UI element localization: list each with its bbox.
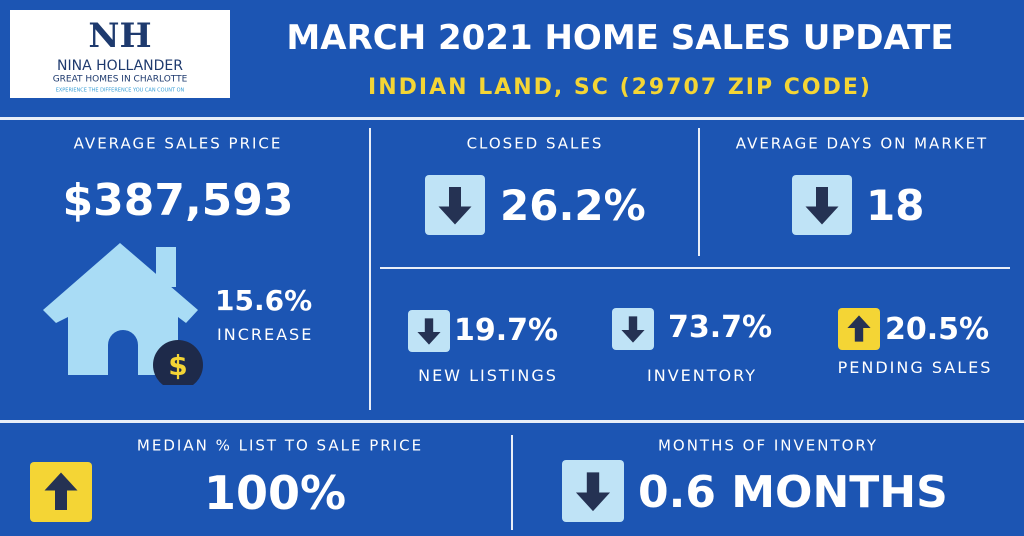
label: PENDING SALES — [837, 358, 993, 377]
divider — [0, 420, 1024, 423]
change: 15.6% — [215, 284, 313, 317]
label: MEDIAN % LIST TO SALE PRICE — [136, 436, 424, 455]
logo-initials: NH — [88, 16, 152, 56]
down-arrow — [612, 308, 654, 350]
label: INVENTORY — [647, 366, 757, 385]
divider — [698, 128, 700, 256]
value: 100% — [203, 466, 347, 520]
label: MONTHS OF INVENTORY — [657, 436, 879, 455]
value: 73.7% — [668, 310, 773, 345]
value: 0.6 MONTHS — [638, 467, 948, 518]
divider — [511, 435, 513, 530]
title: MARCH 2021 HOME SALES UPDATE — [286, 18, 954, 58]
change-label: INCREASE — [217, 325, 314, 344]
currency-icon: $ — [168, 349, 188, 382]
label: AVERAGE SALES PRICE — [73, 134, 283, 153]
divider — [380, 267, 1010, 269]
up-arrow — [838, 308, 880, 350]
house-icon — [43, 243, 203, 385]
logo: NH NINA HOLLANDER GREAT HOMES IN CHARLOT… — [10, 10, 230, 98]
subtitle: INDIAN LAND, SC (29707 ZIP CODE) — [368, 75, 872, 100]
label: CLOSED SALES — [466, 134, 604, 153]
logo-tagline: GREAT HOMES IN CHARLOTTE — [52, 74, 188, 85]
value: 26.2% — [500, 181, 646, 230]
logo-name: NINA HOLLANDER — [57, 58, 183, 74]
value: 18 — [866, 181, 925, 230]
value: 20.5% — [885, 312, 990, 347]
down-arrow — [562, 460, 624, 522]
down-arrow — [408, 310, 450, 352]
divider — [369, 128, 371, 410]
label: NEW LISTINGS — [418, 366, 558, 385]
down-arrow — [425, 175, 485, 235]
value: $387,593 — [62, 175, 294, 226]
divider — [0, 117, 1024, 120]
label: AVERAGE DAYS ON MARKET — [735, 134, 989, 153]
value: 19.7% — [454, 313, 559, 348]
down-arrow — [792, 175, 852, 235]
up-arrow — [30, 462, 92, 522]
logo-slogan: EXPERIENCE THE DIFFERENCE YOU CAN COUNT … — [55, 87, 185, 94]
